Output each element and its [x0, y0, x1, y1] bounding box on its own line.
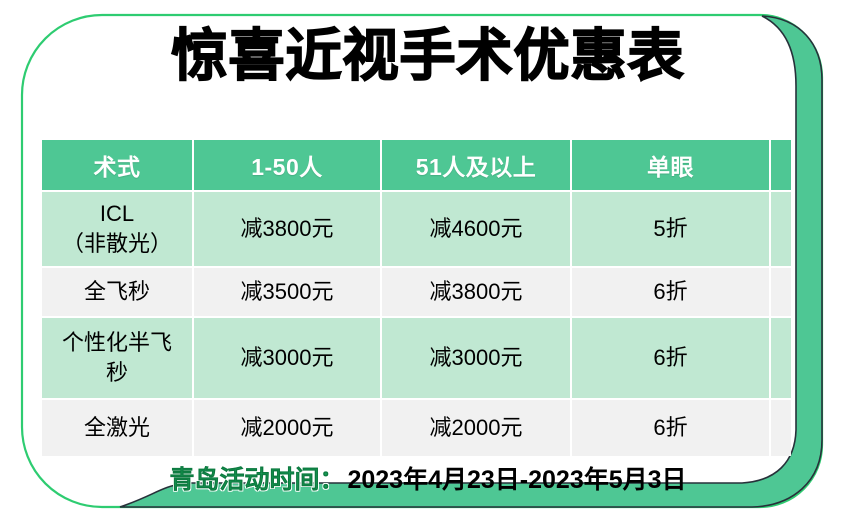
column-header-spacer — [771, 140, 791, 190]
cell-single-eye: 6折 — [572, 268, 769, 316]
cell-single-eye: 5折 — [572, 192, 769, 266]
price-table: 术式 1-50人 51人及以上 单眼 ICL （非散光） 减3800元 减460… — [40, 138, 793, 458]
promotion-period-date: 2023年4月23日-2023年5月3日 — [347, 466, 687, 494]
cell-tier-51-plus: 减4600元 — [382, 192, 570, 266]
cell-spacer — [771, 268, 791, 316]
cell-spacer — [771, 192, 791, 266]
table-row: 个性化半飞 秒 减3000元 减3000元 6折 — [42, 318, 791, 398]
table-row: 全飞秒 减3500元 减3800元 6折 — [42, 268, 791, 316]
cell-tier-1-50: 减3000元 — [194, 318, 380, 398]
cell-operation: 全飞秒 — [42, 268, 192, 316]
cell-operation: 全激光 — [42, 400, 192, 456]
page-title: 惊喜近视手术优惠表 — [171, 23, 685, 88]
cell-tier-51-plus: 减3800元 — [382, 268, 570, 316]
table-row: ICL （非散光） 减3800元 减4600元 5折 — [42, 192, 791, 266]
promotion-period: 青岛活动时间： 2023年4月23日-2023年5月3日 — [0, 464, 856, 496]
column-header-single-eye: 单眼 — [572, 140, 769, 190]
cell-operation: 个性化半飞 秒 — [42, 318, 192, 398]
cell-single-eye: 6折 — [572, 400, 769, 456]
table-row: 全激光 减2000元 减2000元 6折 — [42, 400, 791, 456]
cell-spacer — [771, 400, 791, 456]
cell-tier-51-plus: 减3000元 — [382, 318, 570, 398]
cell-operation: ICL （非散光） — [42, 192, 192, 266]
column-header-tier-51: 51人及以上 — [382, 140, 570, 190]
table-header-row: 术式 1-50人 51人及以上 单眼 — [42, 140, 791, 190]
cell-single-eye: 6折 — [572, 318, 769, 398]
cell-spacer — [771, 318, 791, 398]
column-header-operation: 术式 — [42, 140, 192, 190]
cell-tier-51-plus: 减2000元 — [382, 400, 570, 456]
promotion-period-label: 青岛活动时间： — [169, 466, 345, 494]
column-header-tier-1-50: 1-50人 — [194, 140, 380, 190]
cell-tier-1-50: 减2000元 — [194, 400, 380, 456]
cell-tier-1-50: 减3800元 — [194, 192, 380, 266]
cell-tier-1-50: 减3500元 — [194, 268, 380, 316]
